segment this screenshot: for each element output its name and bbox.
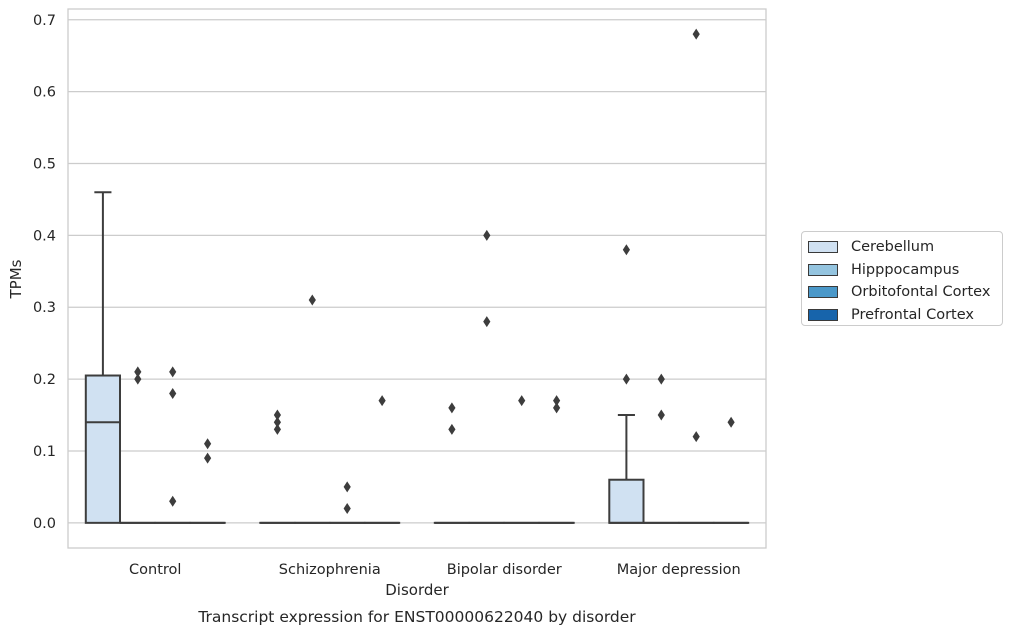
y-axis-label: TPMs [7, 259, 25, 299]
outlier-point [518, 395, 526, 407]
outlier-point [169, 366, 177, 378]
gridlines [68, 19, 766, 524]
y-tick-label: 0.2 [33, 372, 56, 388]
box-group [712, 416, 750, 524]
x-tick-labels: Control Schizophrenia Bipolar disorder Majo… [129, 562, 741, 578]
outlier-point [273, 423, 281, 435]
outlier-point [483, 316, 491, 328]
y-tick-label: 0.3 [33, 300, 56, 316]
outlier-point [553, 402, 561, 414]
outlier-point [657, 373, 665, 385]
box-group [643, 373, 680, 524]
x-tick-label: Bipolar disorder [447, 562, 562, 578]
y-tick-label: 0.0 [33, 516, 56, 532]
outlier-point [727, 416, 735, 428]
legend-swatch [808, 308, 838, 321]
x-tick-label: Schizophrenia [279, 562, 381, 578]
outlier-point [134, 373, 142, 385]
outlier-point [204, 452, 212, 464]
outlier-point [204, 438, 212, 450]
y-tick-labels: 0.0 0.1 0.2 0.3 0.4 0.5 0.6 0.7 [33, 13, 56, 532]
outlier-point [448, 402, 456, 414]
chart-title: Transcript expression for ENST0000062204… [197, 608, 636, 626]
box-group [363, 395, 401, 524]
outlier-point [657, 409, 665, 421]
legend-item: Hipppocampus [808, 259, 1002, 282]
x-axis-label: Disorder [385, 581, 449, 599]
legend-item: Orbitofontal Cortex [808, 281, 1002, 304]
outlier-point [622, 244, 630, 256]
outlier-point [134, 366, 142, 378]
box-group [678, 28, 715, 524]
outlier-point [273, 409, 281, 421]
box-group [503, 395, 540, 524]
outlier-point [273, 416, 281, 428]
legend-swatch [808, 263, 838, 276]
box-group [468, 229, 505, 524]
outlier-point [169, 387, 177, 399]
legend-label: Prefrontal Cortex [851, 306, 974, 323]
box-group [119, 366, 156, 524]
box-group [84, 191, 122, 524]
legend-swatch [808, 286, 838, 299]
legend-item: Cerebellum [808, 236, 1002, 259]
y-tick-label: 0.7 [33, 13, 56, 29]
y-tick-label: 0.4 [33, 228, 56, 244]
box [608, 478, 645, 524]
outlier-point [692, 431, 700, 443]
box-plots [84, 28, 750, 524]
box-group [329, 481, 366, 524]
legend-label: Orbitofontal Cortex [851, 284, 991, 301]
legend-label: Cerebellum [851, 239, 935, 256]
box [84, 374, 122, 524]
box-group [154, 366, 191, 524]
box-group [294, 294, 331, 524]
y-tick-label: 0.1 [33, 444, 56, 460]
legend-swatch [808, 241, 838, 254]
box-group [189, 438, 226, 524]
legend-item: Prefrontal Cortex [808, 304, 1002, 327]
outlier-point [343, 481, 351, 493]
outlier-point [622, 373, 630, 385]
plot-frame [67, 8, 767, 549]
x-tick-label: Control [129, 562, 181, 578]
outlier-point [343, 502, 351, 514]
x-tick-label: Major depression [617, 562, 741, 578]
outlier-point [448, 423, 456, 435]
outlier-point [378, 395, 386, 407]
y-tick-label: 0.6 [33, 85, 56, 101]
box-group [538, 395, 575, 524]
outlier-point [169, 495, 177, 507]
outlier-point [308, 294, 316, 306]
legend: Cerebellum Hipppocampus Orbitofontal Corte… [801, 231, 1003, 326]
outlier-point [553, 395, 561, 407]
box-group [608, 244, 645, 524]
y-tick-label: 0.5 [33, 157, 56, 173]
box-group [259, 409, 296, 524]
legend-label: Hipppocampus [851, 261, 960, 278]
outlier-point [692, 28, 700, 40]
outlier-point [483, 229, 491, 241]
box-group [433, 402, 471, 524]
